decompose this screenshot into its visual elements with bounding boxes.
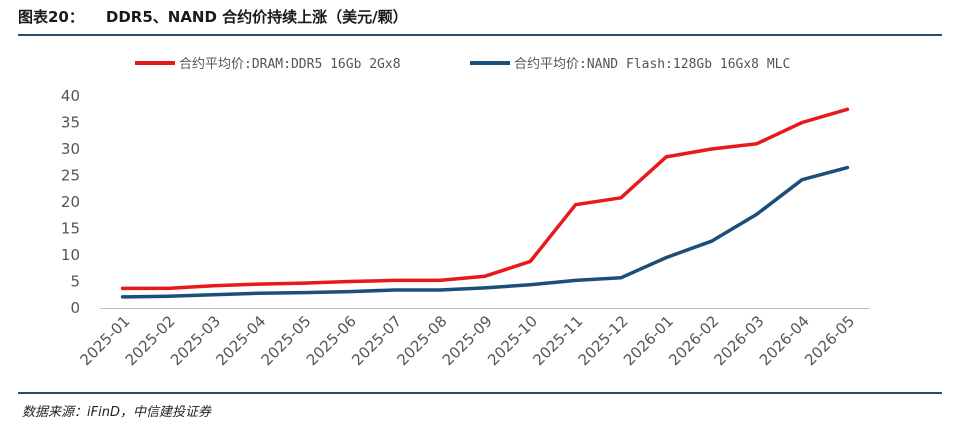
y-tick-label: 20 <box>61 193 80 211</box>
data-point <box>211 293 215 297</box>
data-point <box>755 212 759 216</box>
data-point <box>664 155 668 159</box>
bottom-rule <box>18 392 942 394</box>
top-rule <box>18 34 942 36</box>
data-point <box>664 256 668 260</box>
y-tick-label: 35 <box>61 114 80 132</box>
data-point <box>347 279 351 284</box>
y-tick-label: 30 <box>61 140 80 158</box>
data-point <box>166 286 170 290</box>
figure-title: 图表20： DDR5、NAND 合约价持续上涨（美元/颗） <box>18 6 408 27</box>
data-point <box>121 295 125 299</box>
data-point <box>619 196 623 200</box>
data-point <box>483 274 487 278</box>
data-point <box>438 288 442 292</box>
y-tick-label: 10 <box>61 246 80 264</box>
data-point <box>845 107 849 111</box>
data-point <box>528 283 532 287</box>
source-note: 数据来源：iFinD，中信建投证券 <box>22 405 211 420</box>
data-point <box>256 282 261 286</box>
x-tick-label: 2026-05 <box>801 312 858 369</box>
y-tick-label: 15 <box>61 220 80 238</box>
y-tick-label: 0 <box>70 299 80 317</box>
data-point <box>800 120 804 125</box>
data-point <box>302 291 306 295</box>
data-point <box>392 278 397 283</box>
data-point <box>166 294 170 298</box>
legend-label-2: 合约平均价:NAND Flash:128Gb 16Gx8 MLC <box>514 57 790 72</box>
data-point <box>573 278 578 283</box>
data-point <box>256 291 261 295</box>
y-tick-label: 25 <box>61 167 80 185</box>
figure-label: 图表20： <box>18 8 84 26</box>
data-point <box>483 286 487 290</box>
data-point <box>755 142 759 146</box>
data-point <box>302 281 306 285</box>
data-point <box>392 288 397 292</box>
data-point <box>709 147 714 151</box>
legend-label-1: 合约平均价:DRAM:DDR5 16Gb 2Gx8 <box>179 57 401 72</box>
y-tick-label: 40 <box>61 87 80 105</box>
series-line-1 <box>120 107 850 291</box>
data-point <box>573 203 578 207</box>
data-point <box>845 165 849 170</box>
data-point <box>121 286 125 290</box>
data-point <box>347 289 351 294</box>
data-point <box>800 178 804 182</box>
data-point <box>619 276 623 280</box>
y-tick-label: 5 <box>70 273 80 291</box>
data-point <box>438 278 442 283</box>
data-point <box>709 239 714 243</box>
data-point <box>211 284 215 288</box>
figure-title-text: DDR5、NAND 合约价持续上涨（美元/颗） <box>105 8 408 26</box>
data-point <box>528 259 532 263</box>
